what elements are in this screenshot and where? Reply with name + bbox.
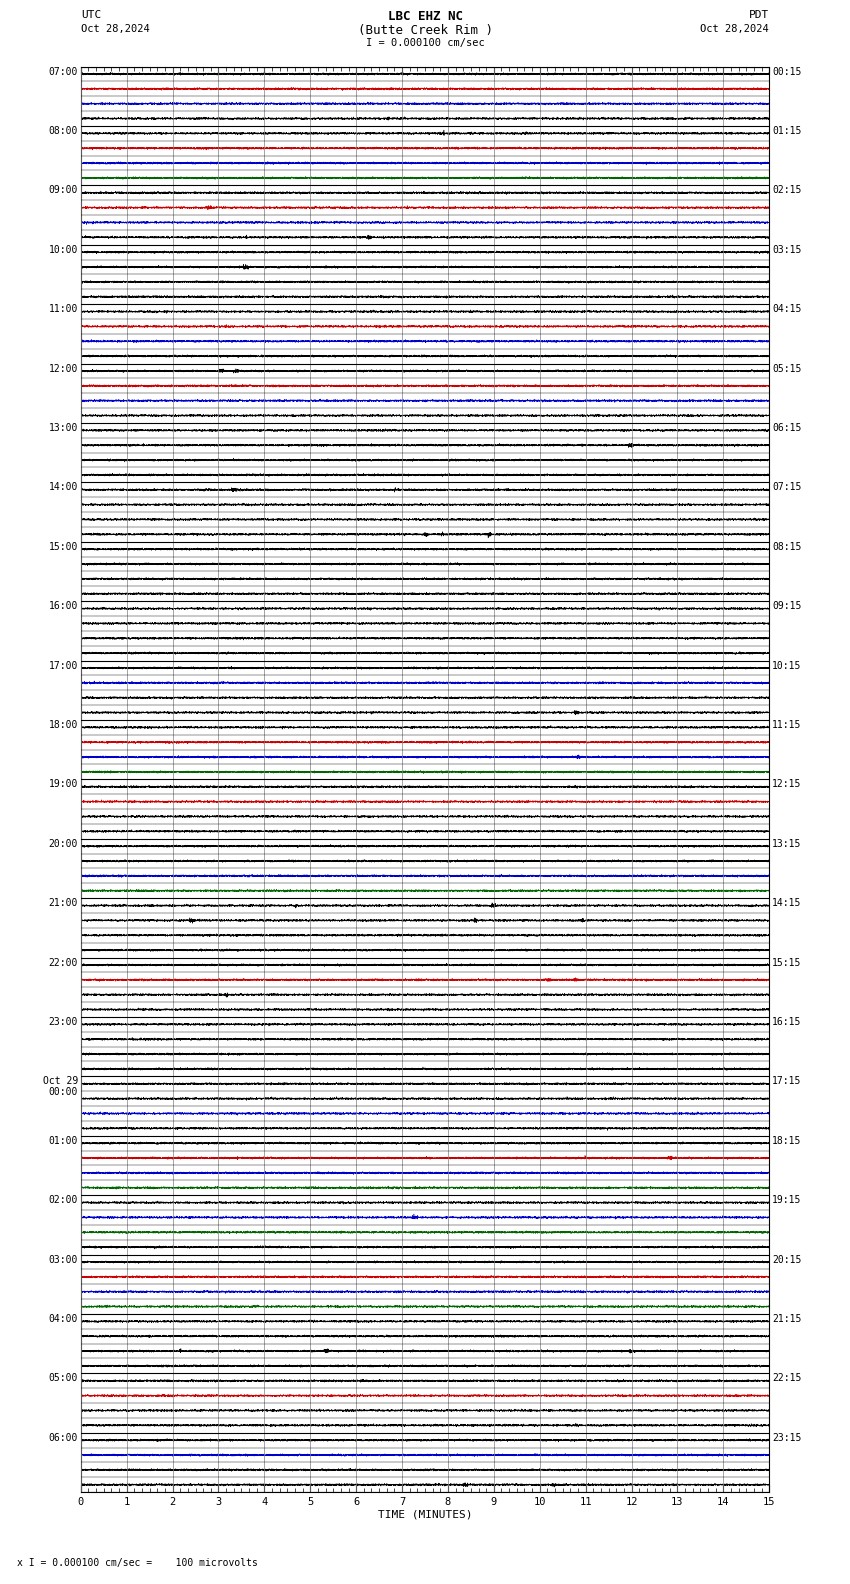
Text: 13:00: 13:00: [48, 423, 78, 432]
Text: 21:00: 21:00: [48, 898, 78, 908]
Text: 08:00: 08:00: [48, 125, 78, 136]
Text: Oct 29
00:00: Oct 29 00:00: [42, 1077, 78, 1098]
Text: 17:00: 17:00: [48, 661, 78, 670]
Text: 10:00: 10:00: [48, 244, 78, 255]
Text: 03:15: 03:15: [772, 244, 802, 255]
Text: 20:00: 20:00: [48, 840, 78, 849]
Text: 18:15: 18:15: [772, 1136, 802, 1145]
Text: 07:15: 07:15: [772, 482, 802, 493]
Text: Oct 28,2024: Oct 28,2024: [700, 24, 769, 33]
Text: 16:15: 16:15: [772, 1017, 802, 1026]
Text: 22:00: 22:00: [48, 957, 78, 968]
Text: 12:00: 12:00: [48, 363, 78, 374]
Text: 20:15: 20:15: [772, 1255, 802, 1264]
Text: 11:00: 11:00: [48, 304, 78, 314]
Text: 23:15: 23:15: [772, 1432, 802, 1443]
Text: LBC EHZ NC: LBC EHZ NC: [388, 10, 462, 22]
Text: 14:15: 14:15: [772, 898, 802, 908]
Text: 02:00: 02:00: [48, 1194, 78, 1205]
Text: 06:15: 06:15: [772, 423, 802, 432]
Text: 04:15: 04:15: [772, 304, 802, 314]
Text: 02:15: 02:15: [772, 185, 802, 195]
Text: 11:15: 11:15: [772, 719, 802, 730]
Text: 06:00: 06:00: [48, 1432, 78, 1443]
Text: 01:00: 01:00: [48, 1136, 78, 1145]
Text: 15:15: 15:15: [772, 957, 802, 968]
Text: 09:15: 09:15: [772, 600, 802, 611]
Text: PDT: PDT: [749, 10, 769, 19]
Text: 14:00: 14:00: [48, 482, 78, 493]
Text: 01:15: 01:15: [772, 125, 802, 136]
Text: 17:15: 17:15: [772, 1077, 802, 1087]
Text: 19:15: 19:15: [772, 1194, 802, 1205]
Text: 16:00: 16:00: [48, 600, 78, 611]
Text: 07:00: 07:00: [48, 67, 78, 76]
X-axis label: TIME (MINUTES): TIME (MINUTES): [377, 1510, 473, 1519]
Text: 05:15: 05:15: [772, 363, 802, 374]
Text: 21:15: 21:15: [772, 1315, 802, 1324]
Text: 00:15: 00:15: [772, 67, 802, 76]
Text: 04:00: 04:00: [48, 1315, 78, 1324]
Text: 08:15: 08:15: [772, 542, 802, 551]
Text: 13:15: 13:15: [772, 840, 802, 849]
Text: 23:00: 23:00: [48, 1017, 78, 1026]
Text: 18:00: 18:00: [48, 719, 78, 730]
Text: UTC: UTC: [81, 10, 101, 19]
Text: 05:00: 05:00: [48, 1373, 78, 1383]
Text: 19:00: 19:00: [48, 779, 78, 789]
Text: 15:00: 15:00: [48, 542, 78, 551]
Text: (Butte Creek Rim ): (Butte Creek Rim ): [358, 24, 492, 36]
Text: 22:15: 22:15: [772, 1373, 802, 1383]
Text: 09:00: 09:00: [48, 185, 78, 195]
Text: 12:15: 12:15: [772, 779, 802, 789]
Text: I = 0.000100 cm/sec: I = 0.000100 cm/sec: [366, 38, 484, 48]
Text: x I = 0.000100 cm/sec =    100 microvolts: x I = 0.000100 cm/sec = 100 microvolts: [17, 1559, 258, 1568]
Text: 10:15: 10:15: [772, 661, 802, 670]
Text: Oct 28,2024: Oct 28,2024: [81, 24, 150, 33]
Text: 03:00: 03:00: [48, 1255, 78, 1264]
